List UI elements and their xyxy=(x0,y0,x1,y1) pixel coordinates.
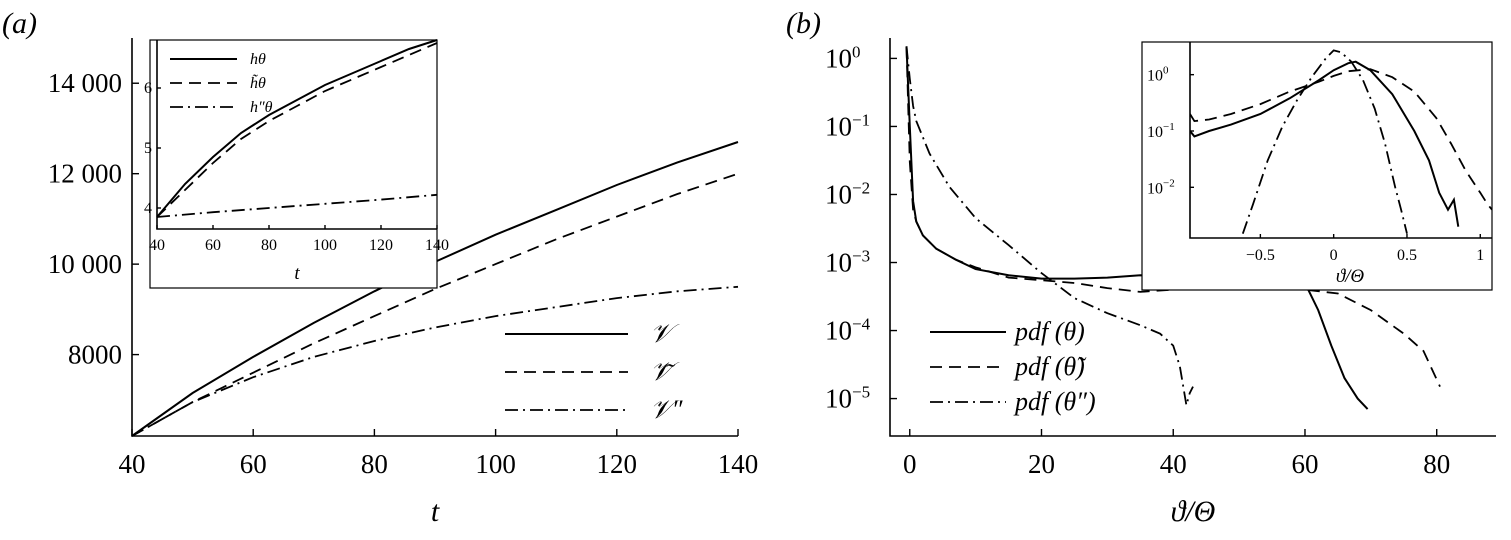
series-line xyxy=(905,46,1369,410)
panel-b-label: (b) xyxy=(786,7,821,40)
series-line xyxy=(905,46,1194,406)
x-tick-label: 40 xyxy=(119,449,146,479)
inset-x-tick-label: 80 xyxy=(261,237,277,254)
y-tick-label: 10−2 xyxy=(825,178,870,209)
inset-x-tick-label: 100 xyxy=(313,237,337,254)
inset-x-tick-label: 1 xyxy=(1476,247,1484,264)
x-tick-label: 80 xyxy=(1423,449,1450,479)
x-tick-label: 80 xyxy=(361,449,388,479)
x-axis-label: t xyxy=(431,495,440,528)
inset-legend-label: h″θ xyxy=(250,99,273,116)
inset-legend-label: h̃θ xyxy=(250,74,266,92)
inset-legend: hθ h̃θ h″θ xyxy=(170,51,273,116)
inset-x-tick-label: 0.5 xyxy=(1397,247,1417,264)
legend-label: pdf (θ̃) xyxy=(1013,352,1087,381)
series-line xyxy=(905,46,1441,387)
y-tick-label: 10−1 xyxy=(825,110,870,141)
inset-y-tick-label: 6 xyxy=(144,80,152,97)
x-tick-label: 100 xyxy=(475,449,516,479)
legend: pdf (θ) pdf (θ̃) pdf (θ″) xyxy=(930,317,1096,416)
x-axis-label: ϑ/Θ xyxy=(1171,495,1216,528)
inset-series-line xyxy=(1241,49,1408,234)
panel-a-inset-plot: 40 60 80 100 120 140 4 5 6 t hθ h̃θ h″θ xyxy=(144,39,449,289)
inset-legend-label: hθ xyxy=(250,51,266,68)
panel-a-label: (a) xyxy=(2,7,37,40)
panel-b-inset-plot: −0.5 0 0.5 1 10−2 10−1 100 ϑ/Θ xyxy=(1141,41,1493,291)
inset-x-axis-label: ϑ/Θ xyxy=(1336,266,1365,287)
y-tick-label: 10 000 xyxy=(48,249,122,279)
inset-x-tick-label: 60 xyxy=(205,237,221,254)
series-line xyxy=(131,172,739,437)
y-tick-label: 10−3 xyxy=(825,247,870,278)
series-line xyxy=(131,285,739,437)
legend-label: 𝒱″ xyxy=(650,395,684,424)
y-tick-label: 8000 xyxy=(68,340,122,370)
y-tick-label: 14 000 xyxy=(48,68,122,98)
inset-x-tick-label: 0 xyxy=(1330,247,1338,264)
legend-label: pdf (θ″) xyxy=(1013,387,1096,416)
inset-y-tick-label: 10−2 xyxy=(1147,177,1175,197)
inset-series-line xyxy=(1190,68,1492,211)
x-tick-label: 60 xyxy=(1291,449,1318,479)
inset-x-tick-label: −0.5 xyxy=(1246,247,1275,264)
inset-y-tick-label: 5 xyxy=(144,140,152,157)
x-tick-label: 20 xyxy=(1028,449,1055,479)
inset-series-line xyxy=(156,193,438,218)
panel-b: (b) 0 20 40 60 80 10−5 10−4 10−3 10−2 10−1 100 ϑ/Θ p… xyxy=(786,7,1496,528)
x-tick-label: 140 xyxy=(718,449,759,479)
x-tick-label: 60 xyxy=(240,449,267,479)
inset-y-tick-label: 10−1 xyxy=(1147,121,1175,141)
axis-frame xyxy=(889,38,1496,437)
inset-background xyxy=(149,39,438,289)
inset-y-tick-label: 4 xyxy=(144,200,152,217)
inset-x-axis-label: t xyxy=(294,263,300,284)
legend-label: pdf (θ) xyxy=(1013,317,1085,346)
panel-b-main-plot: 0 20 40 60 80 10−5 10−4 10−3 10−2 10−1 100 ϑ/Θ pdf (… xyxy=(825,38,1496,528)
inset-series-line xyxy=(156,42,438,218)
y-tick-label: 10−5 xyxy=(825,383,870,414)
inset-background xyxy=(1141,41,1493,291)
legend-label: 𝒱̃ xyxy=(650,357,680,386)
x-tick-label: 0 xyxy=(903,449,917,479)
legend-label: 𝒱 xyxy=(650,319,680,348)
inset-axis-frame xyxy=(1189,42,1492,239)
y-tick-label: 12 000 xyxy=(48,159,122,189)
legend: 𝒱 𝒱̃ 𝒱″ xyxy=(505,319,684,424)
inset-x-tick-label: 120 xyxy=(369,237,393,254)
inset-y-tick-label: 100 xyxy=(1147,65,1169,85)
inset-series-line xyxy=(156,39,438,218)
y-tick-label: 100 xyxy=(825,42,861,73)
panel-a: (a) 40 60 80 100 120 140 8000 10 000 12 000 14 00… xyxy=(2,7,758,528)
inset-x-tick-label: 140 xyxy=(425,237,449,254)
inset-x-tick-label: 40 xyxy=(149,237,165,254)
y-tick-label: 10−4 xyxy=(825,315,871,346)
x-tick-label: 120 xyxy=(597,449,638,479)
x-tick-label: 40 xyxy=(1160,449,1187,479)
